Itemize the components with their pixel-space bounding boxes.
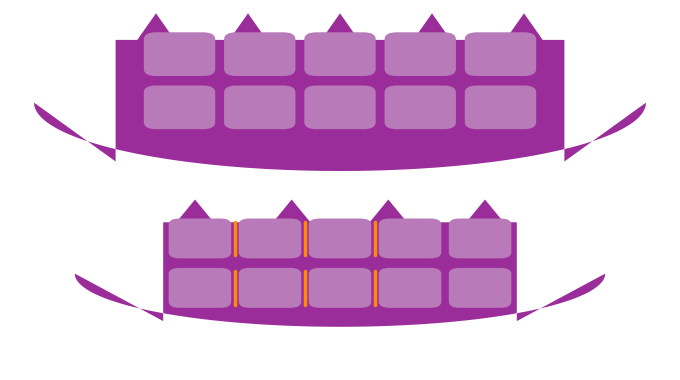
FancyBboxPatch shape [304, 32, 375, 76]
FancyBboxPatch shape [239, 268, 301, 308]
FancyBboxPatch shape [224, 86, 295, 129]
FancyBboxPatch shape [143, 32, 215, 76]
Polygon shape [75, 200, 605, 327]
FancyBboxPatch shape [449, 218, 511, 258]
FancyBboxPatch shape [465, 32, 536, 76]
FancyBboxPatch shape [379, 218, 441, 258]
FancyBboxPatch shape [239, 218, 301, 258]
FancyBboxPatch shape [169, 218, 231, 258]
FancyBboxPatch shape [384, 32, 456, 76]
FancyBboxPatch shape [384, 86, 456, 129]
Polygon shape [34, 13, 646, 171]
FancyBboxPatch shape [465, 86, 536, 129]
FancyBboxPatch shape [224, 32, 295, 76]
FancyBboxPatch shape [169, 268, 231, 308]
FancyBboxPatch shape [309, 218, 371, 258]
FancyBboxPatch shape [143, 86, 215, 129]
FancyBboxPatch shape [304, 86, 375, 129]
FancyBboxPatch shape [309, 268, 371, 308]
FancyBboxPatch shape [449, 268, 511, 308]
FancyBboxPatch shape [379, 268, 441, 308]
